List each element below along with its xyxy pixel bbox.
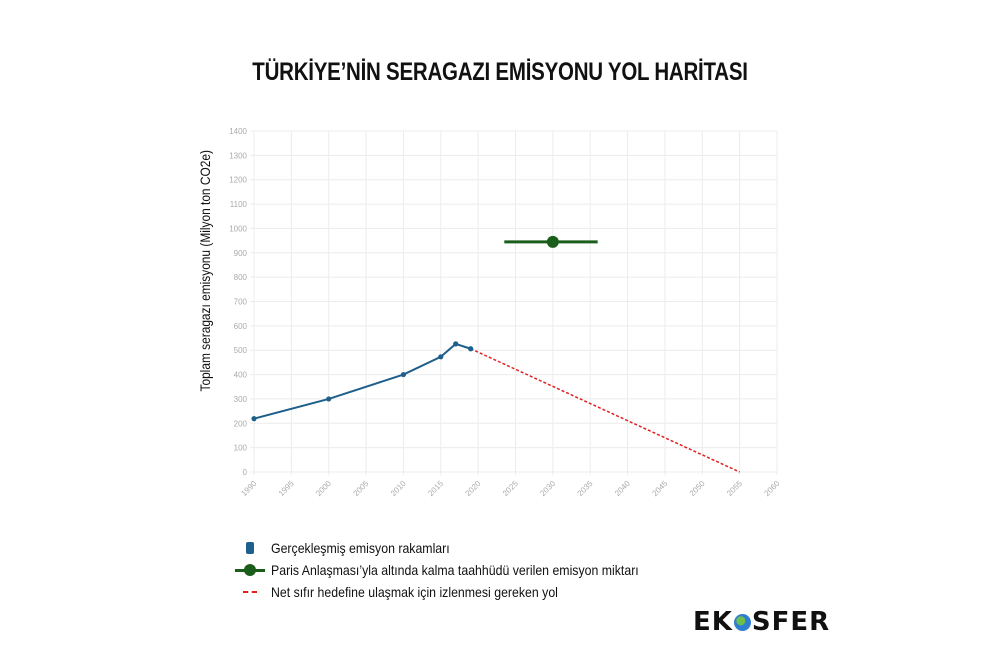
legend-label: Gerçekleşmiş emisyon rakamları <box>271 540 450 556</box>
svg-text:2025: 2025 <box>501 479 520 498</box>
svg-text:1400: 1400 <box>229 127 247 136</box>
svg-text:200: 200 <box>234 419 248 428</box>
svg-text:300: 300 <box>234 395 248 404</box>
globe-icon <box>733 613 751 631</box>
svg-text:1995: 1995 <box>277 479 296 498</box>
svg-text:1300: 1300 <box>229 151 247 160</box>
green-line-dot-icon <box>232 563 268 576</box>
svg-text:700: 700 <box>234 298 248 307</box>
data-series <box>251 235 740 473</box>
svg-text:600: 600 <box>234 322 248 331</box>
svg-text:2035: 2035 <box>576 479 595 498</box>
svg-text:2060: 2060 <box>762 479 781 498</box>
svg-text:800: 800 <box>234 273 248 282</box>
svg-text:1990: 1990 <box>239 479 258 498</box>
legend: Gerçekleşmiş emisyon rakamları Paris Anl… <box>232 537 689 603</box>
svg-text:400: 400 <box>234 371 248 380</box>
svg-text:500: 500 <box>234 346 248 355</box>
svg-text:2010: 2010 <box>389 479 408 498</box>
svg-text:1100: 1100 <box>230 200 248 209</box>
svg-text:100: 100 <box>234 444 248 453</box>
svg-text:2040: 2040 <box>613 479 632 498</box>
chart-title: TÜRKİYE’NİN SERAGAZI EMİSYONU YOL HARİTA… <box>252 58 748 86</box>
svg-text:2030: 2030 <box>538 479 557 498</box>
x-axis-ticks: 1990 1995 2000 2005 2010 2015 2020 2025 2030 2035… <box>239 479 781 498</box>
svg-text:1200: 1200 <box>229 176 247 185</box>
svg-text:2050: 2050 <box>688 479 707 498</box>
legend-item-actual: Gerçekleşmiş emisyon rakamları <box>232 537 689 559</box>
logo-text-right: SFER <box>751 607 831 637</box>
svg-text:2015: 2015 <box>426 479 445 498</box>
ekosfer-logo: EK SFER <box>693 607 830 637</box>
legend-item-netzero: Net sıfır hedefine ulaşmak için izlenmes… <box>232 581 689 603</box>
y-axis-ticks: 0 100 200 300 400 500 600 700 800 900 1000 1100 1200… <box>229 127 247 477</box>
gridlines <box>250 130 778 475</box>
blue-square-icon <box>232 542 268 554</box>
legend-label: Paris Anlaşması’yla altında kalma taahhü… <box>271 562 639 578</box>
svg-text:2045: 2045 <box>650 479 669 498</box>
svg-text:1000: 1000 <box>229 224 247 233</box>
svg-text:900: 900 <box>234 249 248 258</box>
legend-item-paris: Paris Anlaşması’yla altında kalma taahhü… <box>232 559 689 581</box>
logo-text-left: EK <box>693 607 733 637</box>
svg-text:2005: 2005 <box>352 479 371 498</box>
svg-text:2020: 2020 <box>464 479 483 498</box>
svg-text:0: 0 <box>243 468 248 477</box>
svg-text:2000: 2000 <box>314 479 333 498</box>
red-dashed-line-icon <box>232 591 268 593</box>
svg-text:2055: 2055 <box>725 479 744 498</box>
legend-label: Net sıfır hedefine ulaşmak için izlenmes… <box>271 584 558 600</box>
